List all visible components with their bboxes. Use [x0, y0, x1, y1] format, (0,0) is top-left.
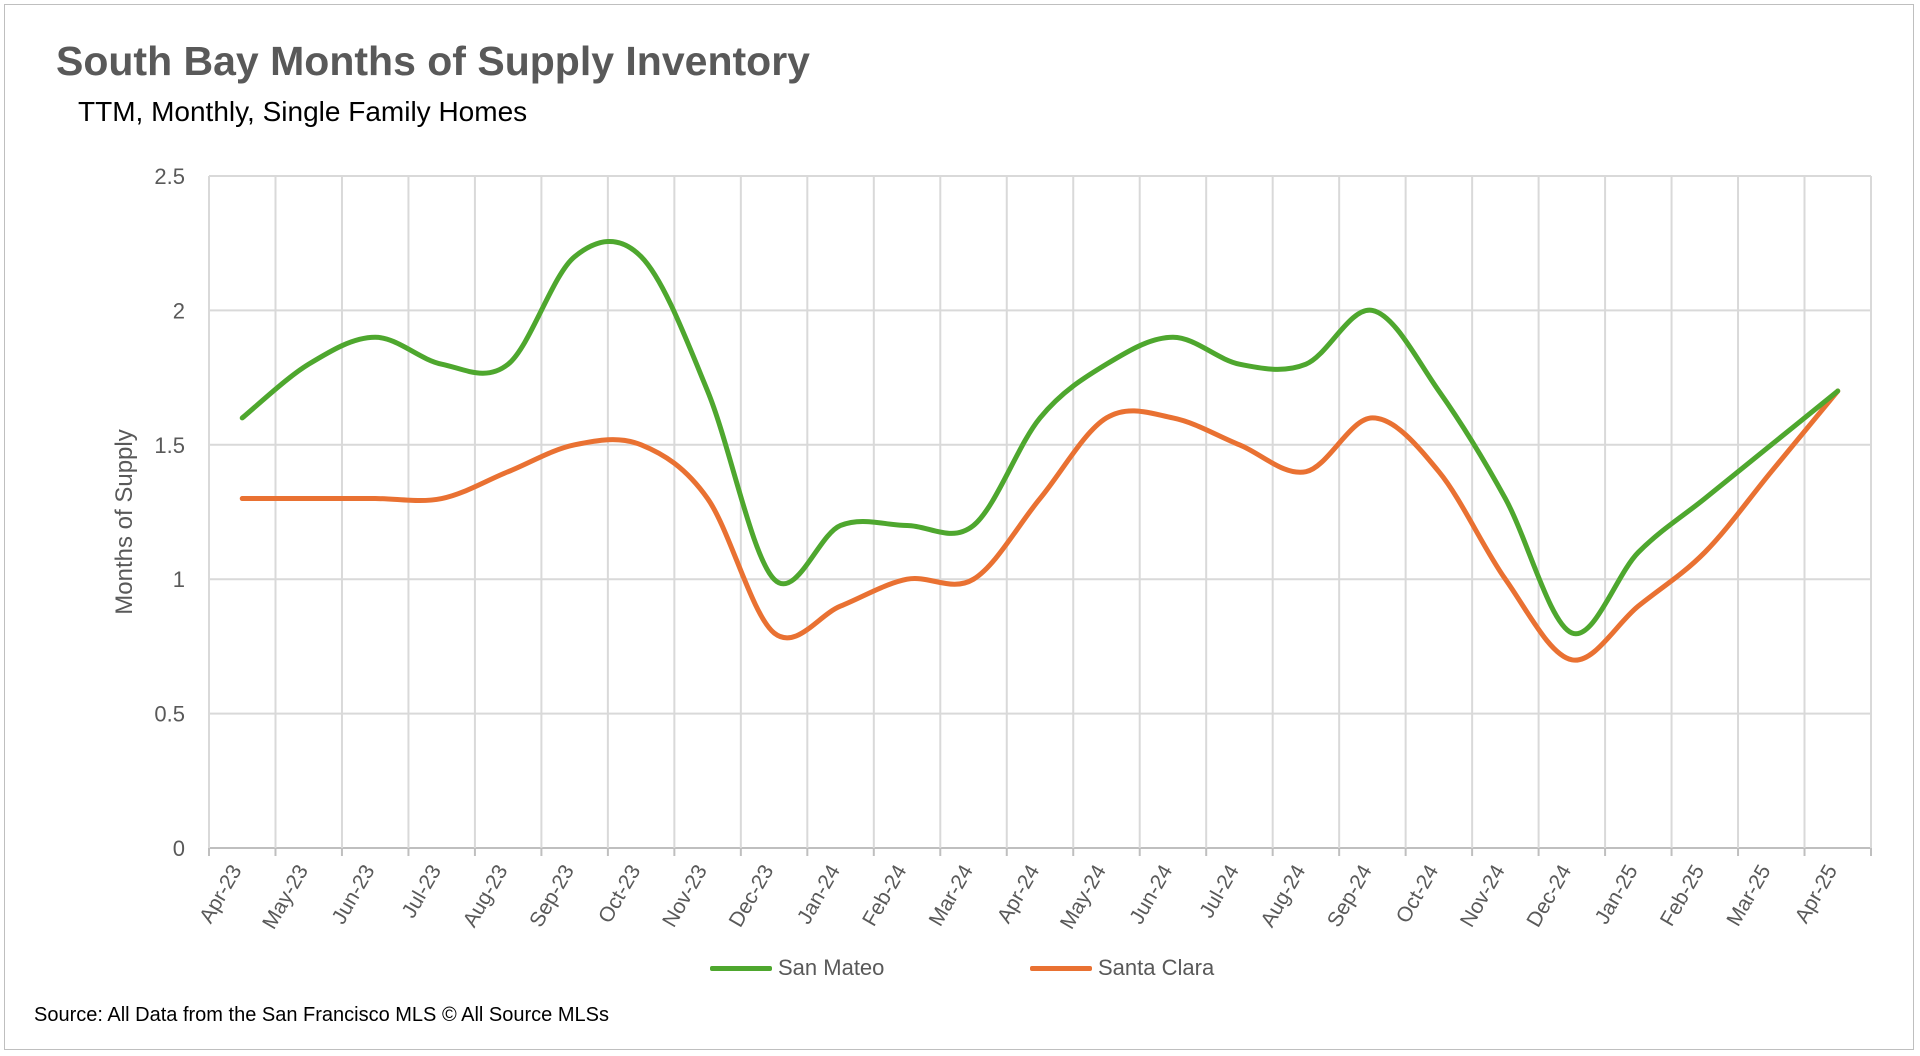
x-tick-label: Apr-25: [1791, 861, 1842, 927]
data-point-santa-clara: [1636, 604, 1641, 609]
data-point-santa-clara: [572, 442, 577, 447]
data-point-santa-clara: [1503, 577, 1508, 582]
data-point-santa-clara: [1436, 469, 1441, 474]
data-point-santa-clara: [240, 496, 245, 501]
x-tick-label: Jan-25: [1591, 861, 1643, 928]
data-point-santa-clara: [705, 496, 710, 501]
x-tick-label: Jan-24: [793, 861, 845, 928]
data-point-san-mateo: [1702, 496, 1707, 501]
data-point-santa-clara: [1170, 415, 1175, 420]
data-point-santa-clara: [306, 496, 311, 501]
data-point-san-mateo: [1769, 442, 1774, 447]
data-point-santa-clara: [506, 469, 511, 474]
x-tick-label: Jun-24: [1125, 861, 1177, 928]
series-line-santa-clara: [239, 388, 1841, 663]
y-tick-label: 1: [173, 567, 185, 592]
data-point-santa-clara: [1569, 657, 1574, 662]
data-point-san-mateo: [1636, 550, 1641, 555]
data-point-santa-clara: [1370, 415, 1375, 420]
y-axis-title: Months of Supply: [111, 429, 138, 614]
data-point-san-mateo: [705, 389, 710, 394]
data-point-san-mateo: [1104, 362, 1109, 367]
x-tick-label: Dec-23: [725, 861, 779, 931]
data-point-san-mateo: [639, 254, 644, 259]
data-point-san-mateo: [439, 362, 444, 367]
y-tick-label: 1.5: [154, 433, 185, 458]
data-point-santa-clara: [1769, 469, 1774, 474]
x-tick-label: Sep-24: [1323, 861, 1377, 931]
data-point-san-mateo: [905, 523, 910, 528]
x-tick-label: Aug-24: [1256, 861, 1310, 931]
y-tick-label: 0: [173, 836, 185, 861]
data-point-san-mateo: [1303, 362, 1308, 367]
x-tick-label: Oct-24: [1392, 861, 1444, 927]
data-point-san-mateo: [838, 523, 843, 528]
data-point-santa-clara: [639, 442, 644, 447]
series-line-san-mateo: [239, 239, 1841, 637]
data-point-san-mateo: [772, 577, 777, 582]
x-tick-label: Dec-24: [1522, 861, 1576, 931]
data-point-santa-clara: [373, 496, 378, 501]
x-tick-label: May-23: [258, 861, 313, 933]
x-tick-label: Apr-23: [195, 861, 246, 927]
data-point-santa-clara: [1104, 415, 1109, 420]
x-tick-label: Nov-24: [1456, 861, 1510, 931]
data-point-santa-clara: [971, 577, 976, 582]
y-tick-label: 0.5: [154, 702, 185, 727]
data-point-san-mateo: [1370, 308, 1375, 313]
x-tick-label: Jun-23: [328, 861, 380, 928]
source-note: Source: All Data from the San Francisco …: [34, 1004, 609, 1026]
legend-label-san-mateo: San Mateo: [778, 955, 885, 980]
x-tick-label: Aug-23: [459, 861, 513, 931]
x-tick-label: Nov-23: [658, 861, 712, 931]
data-point-santa-clara: [1702, 550, 1707, 555]
x-tick-label: Feb-25: [1656, 861, 1709, 930]
x-tick-label: Feb-24: [858, 861, 911, 930]
data-point-san-mateo: [1436, 389, 1441, 394]
y-tick-label: 2.5: [154, 164, 185, 189]
data-point-san-mateo: [240, 415, 245, 420]
data-point-san-mateo: [971, 523, 976, 528]
data-point-santa-clara: [1303, 469, 1308, 474]
x-tick-label: Mar-24: [925, 861, 978, 930]
legend-item-san-mateo: San Mateo: [710, 950, 884, 986]
data-point-san-mateo: [1038, 415, 1043, 420]
data-point-san-mateo: [1503, 496, 1508, 501]
x-tick-label: Mar-25: [1722, 861, 1775, 930]
legend-swatch-santa-clara: [1030, 965, 1092, 971]
data-point-san-mateo: [306, 362, 311, 367]
data-point-san-mateo: [1237, 362, 1242, 367]
y-tick-label: 2: [173, 298, 185, 323]
x-tick-label: Sep-23: [525, 861, 579, 931]
chart-subtitle: TTM, Monthly, Single Family Homes: [78, 96, 528, 127]
data-point-santa-clara: [1237, 442, 1242, 447]
data-point-santa-clara: [905, 577, 910, 582]
x-tick-label: Oct-23: [594, 861, 645, 927]
data-point-san-mateo: [572, 254, 577, 259]
data-point-san-mateo: [1835, 389, 1840, 394]
x-tick-label: Jul-23: [397, 861, 446, 922]
legend-swatch-san-mateo: [710, 965, 772, 971]
x-tick-label: Apr-24: [993, 861, 1045, 927]
data-point-san-mateo: [506, 362, 511, 367]
legend-item-santa-clara: Santa Clara: [1030, 950, 1214, 986]
data-point-santa-clara: [772, 630, 777, 635]
data-point-san-mateo: [373, 335, 378, 340]
x-tick-label: Jul-24: [1195, 861, 1244, 922]
x-tick-label: May-24: [1056, 861, 1111, 933]
data-point-santa-clara: [1038, 496, 1043, 501]
legend-label-santa-clara: Santa Clara: [1098, 955, 1215, 980]
legend: San Mateo Santa Clara: [0, 950, 1920, 986]
data-point-san-mateo: [1569, 630, 1574, 635]
data-point-santa-clara: [838, 604, 843, 609]
chart-title: South Bay Months of Supply Inventory: [56, 38, 810, 84]
data-point-san-mateo: [1170, 335, 1175, 340]
data-point-santa-clara: [439, 496, 444, 501]
chart-frame: [4, 4, 1914, 1050]
